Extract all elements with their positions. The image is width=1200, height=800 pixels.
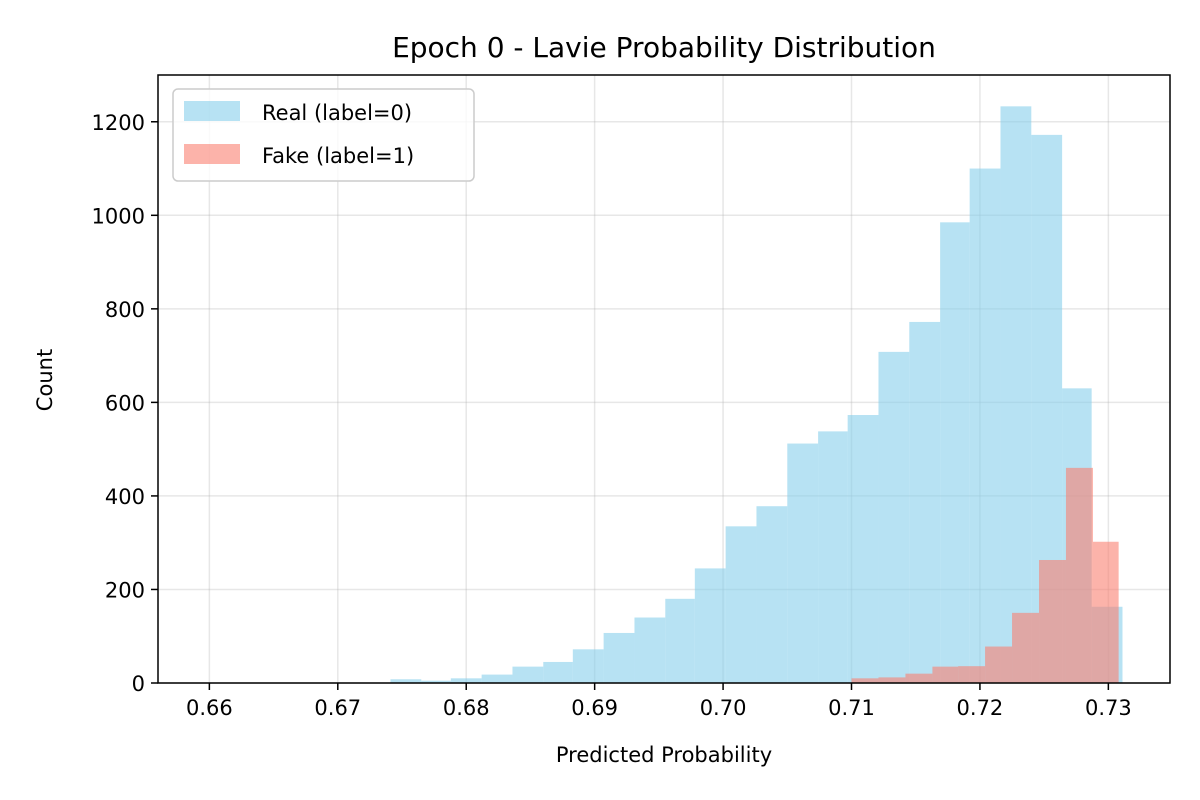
- real-histogram-bar: [421, 680, 451, 683]
- y-tick-label: 800: [105, 298, 145, 322]
- real-histogram-bar: [725, 526, 757, 683]
- x-tick-label: 0.69: [571, 696, 618, 720]
- legend-label-real: Real (label=0): [262, 101, 412, 125]
- fake-histogram-bar: [958, 666, 986, 683]
- real-histogram-bar: [1000, 106, 1032, 683]
- x-tick-label: 0.67: [314, 696, 361, 720]
- fake-histogram-bar: [878, 677, 906, 683]
- x-axis-label: Predicted Probability: [556, 743, 772, 767]
- fake-histogram-bar: [985, 646, 1013, 683]
- y-tick-label: 0: [132, 672, 145, 696]
- y-axis: 0 200 400 600 800 1000 1200: [92, 111, 158, 696]
- real-histogram-bar: [878, 351, 910, 683]
- chart-title: Epoch 0 - Lavie Probability Distribution: [392, 31, 936, 64]
- real-histogram-bar: [572, 649, 604, 683]
- real-histogram-bar: [543, 661, 573, 683]
- fake-histogram-bar: [1065, 467, 1093, 683]
- real-histogram-bar: [512, 666, 544, 683]
- real-histogram-bar: [481, 674, 513, 683]
- real-histogram-bar: [390, 679, 422, 683]
- real-histogram-bar: [665, 598, 695, 683]
- y-tick-label: 400: [105, 485, 145, 509]
- real-histogram-bar: [787, 443, 819, 683]
- real-histogram-bar: [818, 431, 848, 683]
- legend-label-fake: Fake (label=1): [262, 144, 414, 168]
- x-axis: 0.66 0.67 0.68 0.69 0.70 0.71 0.72 0.73: [186, 683, 1132, 720]
- plot-frame: [157, 74, 1171, 684]
- fake-histogram-bar: [1039, 559, 1066, 683]
- x-tick-label: 0.68: [443, 696, 490, 720]
- bars: [390, 106, 1123, 684]
- y-tick-label: 1000: [92, 204, 145, 228]
- series-1: [851, 467, 1119, 683]
- fake-histogram-bar: [905, 673, 933, 683]
- real-histogram-bar: [909, 321, 941, 683]
- y-axis-label: Count: [33, 349, 57, 411]
- legend-swatch-real: [184, 101, 240, 121]
- real-histogram-bar: [756, 506, 788, 683]
- x-tick-label: 0.72: [957, 696, 1004, 720]
- fake-histogram-bar: [851, 678, 879, 683]
- real-histogram-bar: [940, 222, 970, 684]
- x-tick-label: 0.71: [828, 696, 875, 720]
- real-histogram-bar: [847, 415, 879, 683]
- y-tick-label: 200: [105, 578, 145, 602]
- fake-histogram-bar: [932, 666, 959, 683]
- real-histogram-bar: [634, 617, 666, 683]
- x-tick-label: 0.66: [186, 696, 233, 720]
- real-histogram-bar: [603, 632, 635, 683]
- real-histogram-bar: [694, 568, 726, 683]
- legend-swatch-fake: [184, 144, 240, 164]
- x-tick-label: 0.73: [1085, 696, 1132, 720]
- y-tick-label: 1200: [92, 111, 145, 135]
- y-tick-label: 600: [105, 391, 145, 415]
- legend: Real (label=0) Fake (label=1): [172, 88, 475, 182]
- real-histogram-bar: [450, 678, 482, 683]
- fake-histogram-bar: [1012, 612, 1040, 683]
- legend-frame: [172, 88, 475, 182]
- x-tick-label: 0.70: [700, 696, 747, 720]
- real-histogram-bar: [969, 168, 1001, 684]
- fake-histogram-bar: [1092, 541, 1119, 683]
- series-0: [390, 106, 1123, 684]
